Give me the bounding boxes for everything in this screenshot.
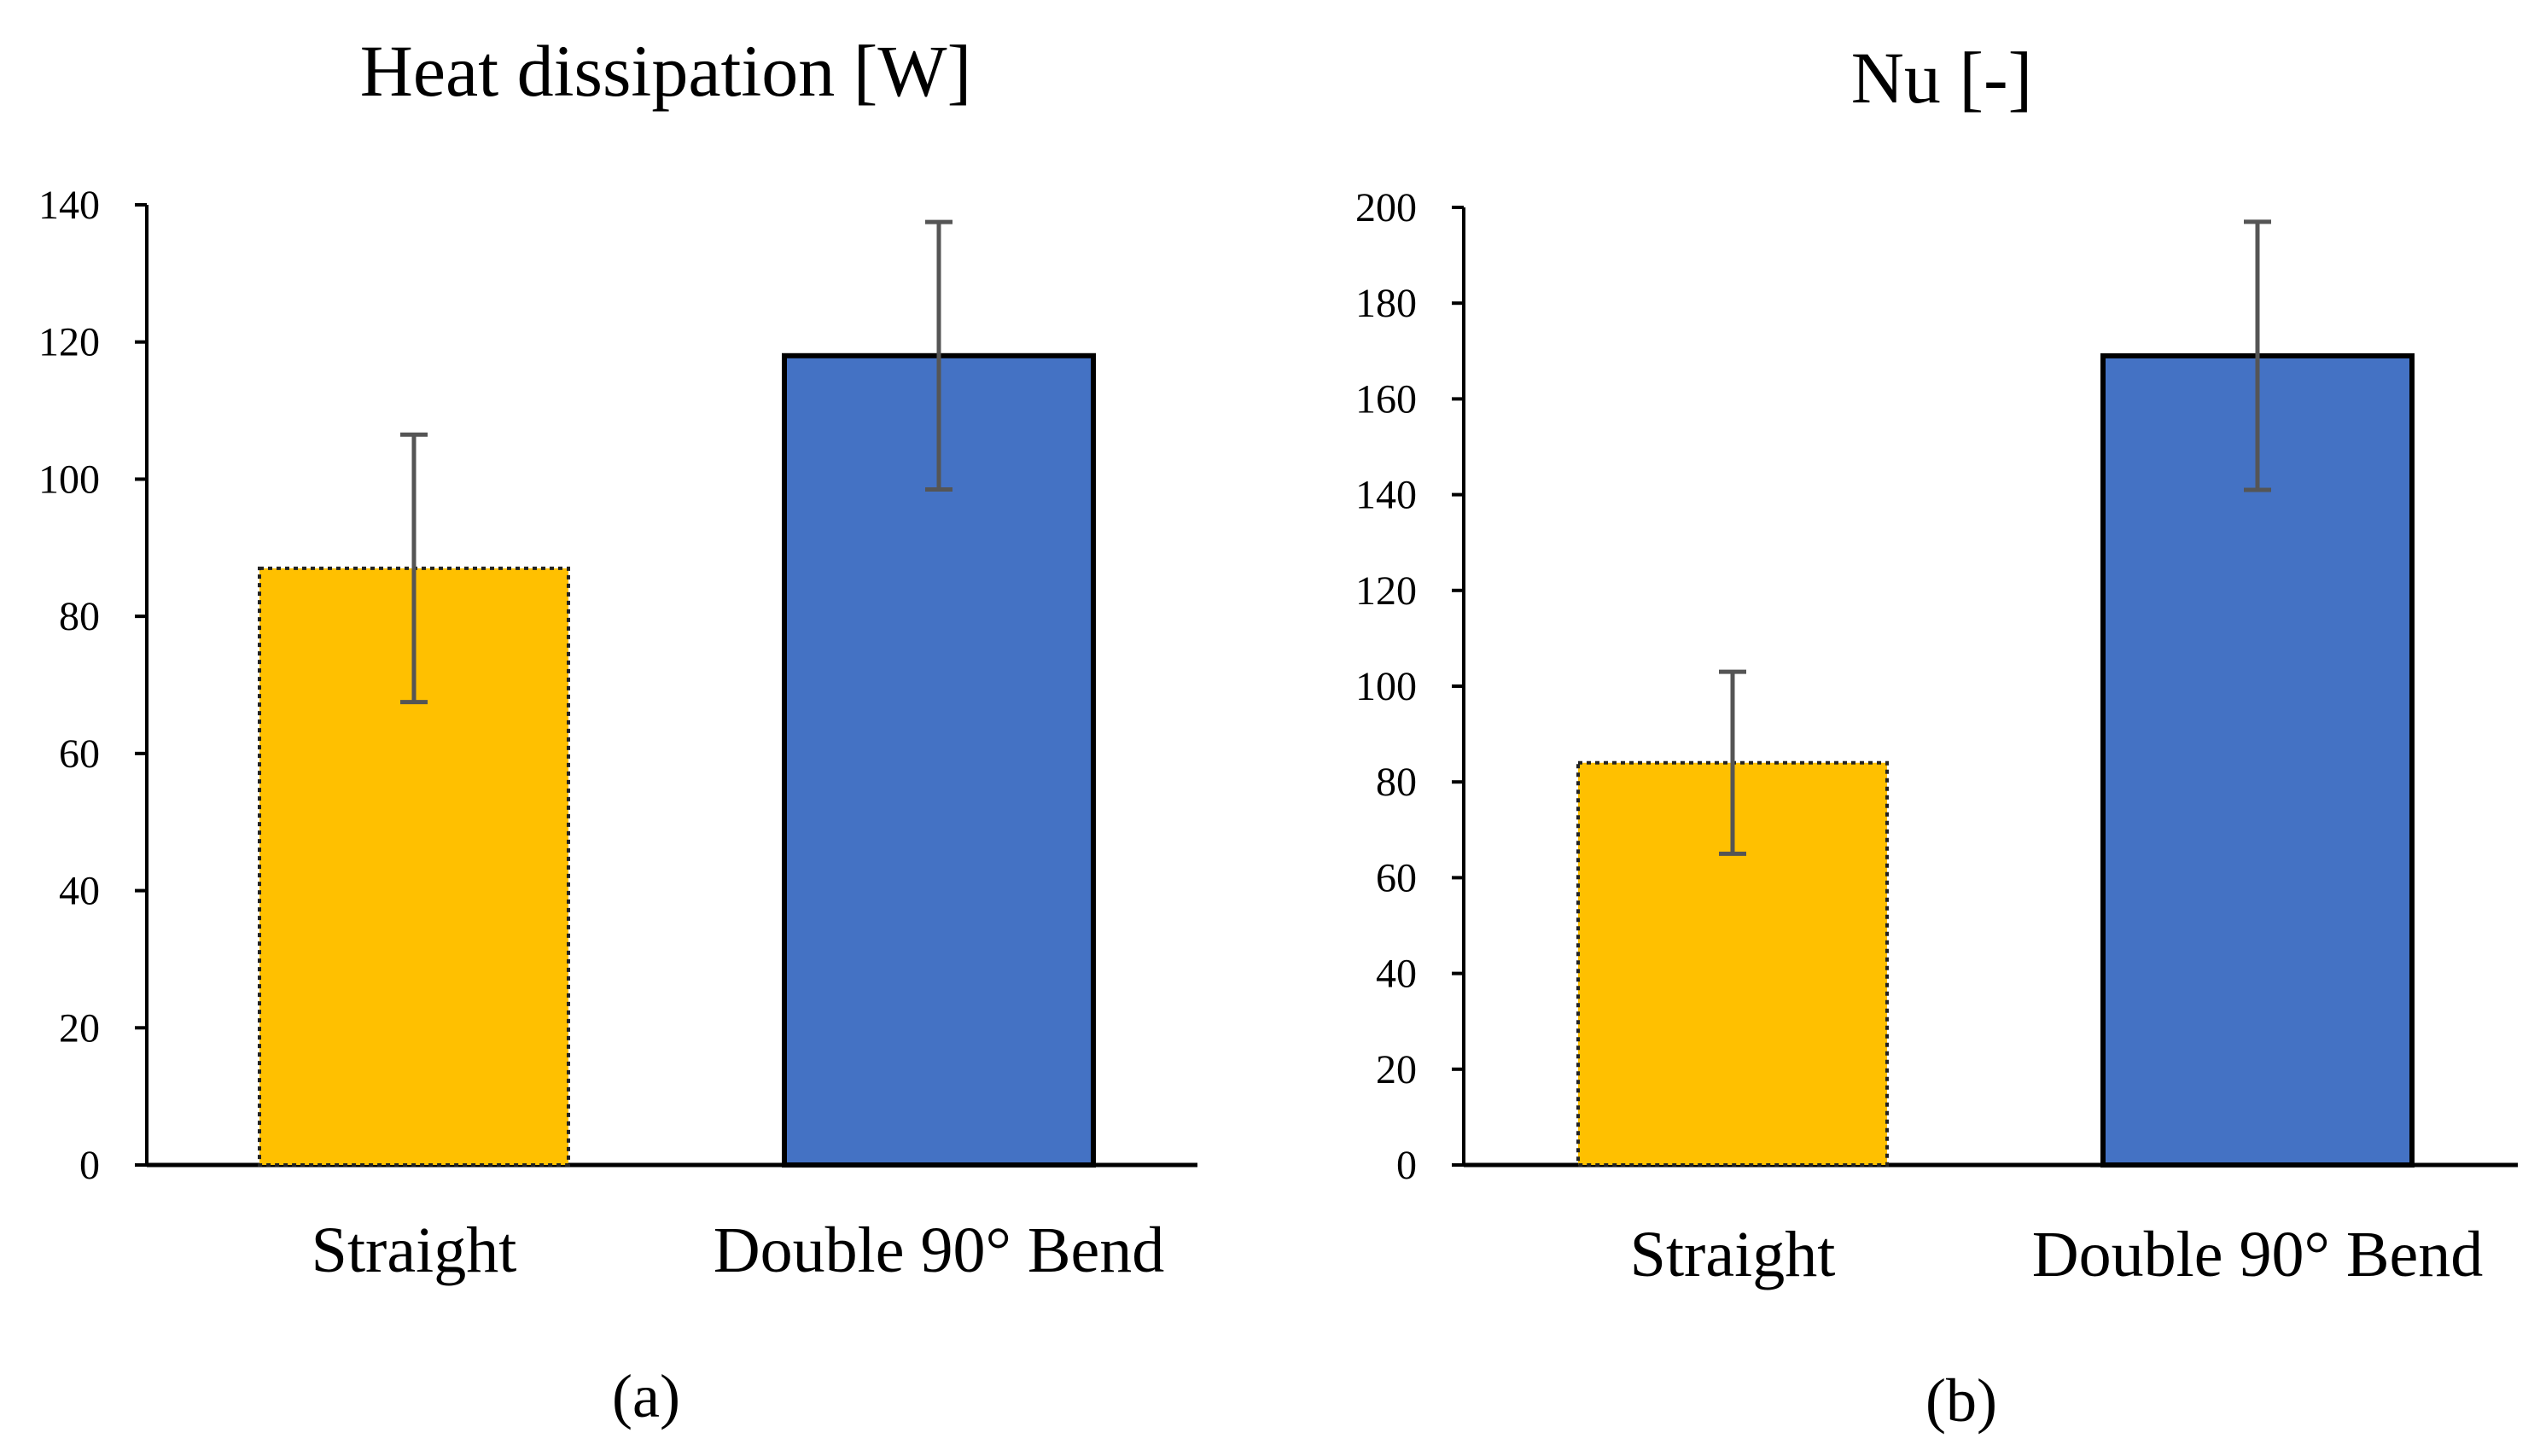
y-tick-label: 0	[79, 1143, 100, 1188]
y-tick-label: 160	[1355, 376, 1417, 422]
y-tick-label: 40	[59, 869, 100, 914]
error-bars-b	[1719, 219, 2271, 856]
y-tick-label: 120	[38, 320, 100, 365]
error-bar-double-bend	[2244, 219, 2271, 492]
chart-panel-b: Nu [-] 0 20 40 60 80 100 120 140 160 180 200 Strai…	[1355, 37, 2518, 1435]
x-tick-label-b-bend: Double 90° Bend	[2032, 1219, 2484, 1290]
x-tick-label-b-straight: Straight	[1630, 1219, 1836, 1290]
y-tick-label: 100	[1355, 664, 1417, 709]
y-tick-label: 0	[1396, 1143, 1417, 1188]
y-tick-label: 60	[59, 731, 100, 777]
error-bar-double-bend	[925, 219, 952, 492]
y-tick-label: 20	[59, 1005, 100, 1051]
x-tick-label-a-straight: Straight	[312, 1214, 517, 1286]
y-tick-label: 100	[38, 457, 100, 502]
chart-title-b: Nu [-]	[1851, 37, 2033, 119]
error-bars-a	[400, 219, 952, 705]
y-tick-label: 200	[1355, 185, 1417, 230]
y-tick-label: 60	[1376, 855, 1417, 900]
x-tick-label-a-bend: Double 90° Bend	[714, 1214, 1165, 1286]
chart-panel-a: Heat dissipation [W] 020406080100120140 …	[38, 30, 1197, 1430]
error-bar-straight	[400, 432, 428, 705]
bars-a	[258, 352, 1096, 1168]
y-tick-label: 120	[1355, 568, 1417, 614]
y-tick-label: 20	[1376, 1047, 1417, 1092]
bar-double-bend	[2100, 352, 2415, 1168]
y-tick-label: 140	[38, 183, 100, 228]
y-tick-label: 80	[59, 594, 100, 639]
y-tick-label: 180	[1355, 281, 1417, 326]
panel-label-b: (b)	[1925, 1366, 1997, 1435]
error-bar-straight	[1719, 669, 1746, 856]
y-tick-label: 140	[1355, 473, 1417, 518]
y-tick-label: 80	[1376, 760, 1417, 805]
chart-title-a: Heat dissipation [W]	[360, 30, 971, 112]
bars-b	[1576, 352, 2415, 1168]
y-tick-label: 40	[1376, 952, 1417, 997]
panel-label-a: (a)	[612, 1362, 680, 1430]
